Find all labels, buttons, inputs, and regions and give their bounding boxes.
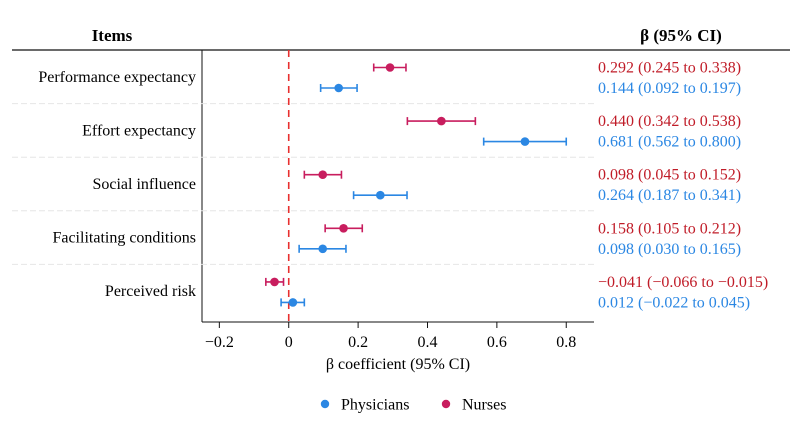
nurses-point-estimate — [318, 170, 328, 179]
category-label: Effort expectancy — [82, 122, 196, 139]
physicians-ci-text: 0.144 (0.092 to 0.197) — [598, 80, 741, 97]
physicians-ci-text: 0.681 (0.562 to 0.800) — [598, 134, 741, 151]
header-items: Items — [92, 26, 133, 45]
physicians-ci-text: 0.264 (0.187 to 0.341) — [598, 187, 741, 204]
legend-physicians-marker — [320, 399, 330, 409]
x-tick-label: −0.2 — [205, 334, 234, 351]
category-label: Facilitating conditions — [52, 230, 196, 247]
nurses-ci-text: 0.098 (0.045 to 0.152) — [598, 167, 741, 184]
gridlines — [12, 103, 594, 265]
x-axis-title: β coefficient (95% CI) — [326, 356, 470, 373]
x-axis-ticks: −0.2 0 0.2 0.4 0.6 0.8 — [205, 322, 576, 351]
x-tick-label: 0.8 — [556, 334, 576, 351]
category-label: Social influence — [92, 176, 196, 193]
physicians-point-estimate — [376, 190, 385, 200]
physicians-ci-text: 0.098 (0.030 to 0.165) — [598, 241, 741, 258]
physicians-point-estimate — [318, 244, 328, 254]
category-labels: Performance expectancy Effort expectancy S… — [38, 69, 196, 300]
legend-physicians-label: Physicians — [341, 397, 409, 414]
x-tick-label: 0.6 — [487, 334, 507, 351]
nurses-ci-text: −0.041 (−0.066 to −0.015) — [598, 274, 768, 291]
header-beta-ci: β (95% CI) — [640, 26, 722, 45]
physicians-point-estimate — [334, 83, 343, 93]
ci-text-column: 0.292 (0.245 to 0.338) 0.144 (0.092 to 0.… — [598, 60, 768, 312]
legend-nurses-marker — [441, 399, 451, 409]
nurses-point-estimate — [385, 63, 395, 72]
legend-nurses-label: Nurses — [462, 397, 506, 414]
physicians-point-estimate — [520, 137, 530, 146]
x-tick-label: 0.4 — [417, 334, 437, 351]
plot-frame — [201, 50, 594, 323]
data-marks — [265, 63, 568, 307]
nurses-ci-text: 0.158 (0.105 to 0.212) — [598, 220, 741, 237]
physicians-ci-text: 0.012 (−0.022 to 0.045) — [598, 294, 750, 311]
category-label: Perceived risk — [105, 283, 196, 300]
nurses-point-estimate — [437, 116, 446, 126]
nurses-ci-text: 0.440 (0.342 to 0.538) — [598, 113, 741, 130]
x-tick-label: 0.2 — [348, 334, 368, 351]
category-label: Performance expectancy — [38, 69, 196, 86]
legend: Physicians Nurses — [320, 397, 506, 414]
x-tick-label: 0 — [285, 334, 293, 351]
nurses-point-estimate — [339, 224, 348, 233]
physicians-point-estimate — [288, 298, 298, 307]
nurses-ci-text: 0.292 (0.245 to 0.338) — [598, 60, 741, 77]
nurses-point-estimate — [270, 277, 279, 287]
